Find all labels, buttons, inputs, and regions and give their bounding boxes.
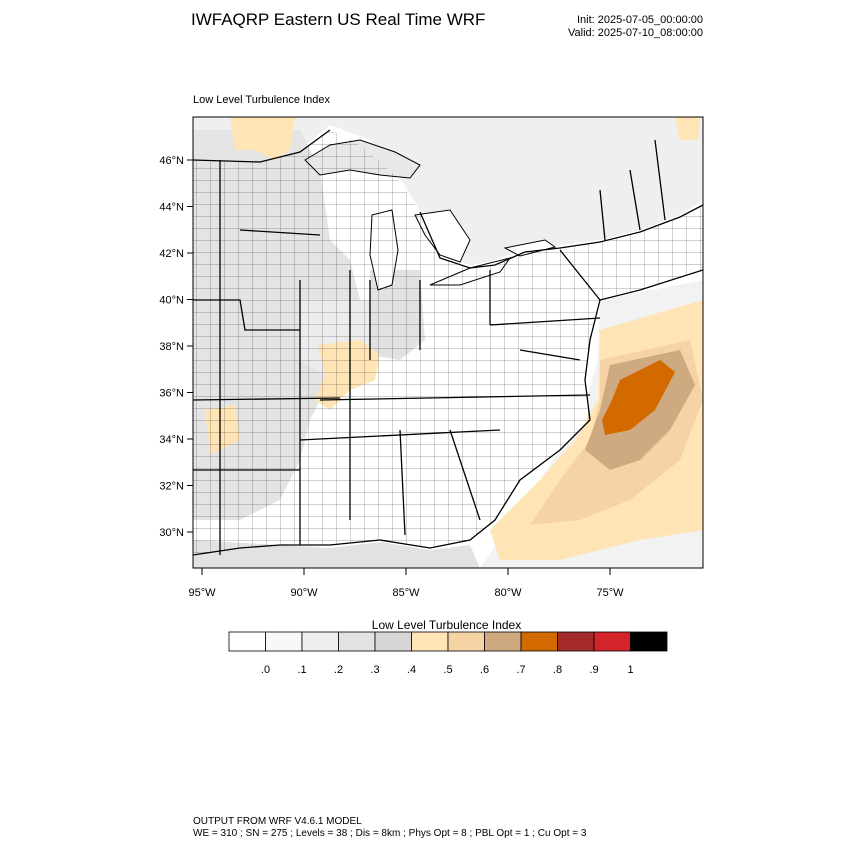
footer-config-line: WE = 310 ; SN = 275 ; Levels = 38 ; Dis … bbox=[193, 828, 586, 839]
lon-label: 80°W bbox=[494, 587, 522, 599]
colorbar-box bbox=[631, 632, 668, 651]
lat-label: 42°N bbox=[159, 248, 184, 260]
longitude-ticks: 95°W 90°W 85°W 80°W 75°W bbox=[188, 568, 624, 599]
colorbar-label: .9 bbox=[589, 664, 598, 676]
colorbar-labels: .0 .1 .2 .3 .4 .5 .6 .7 .8 .9 1 bbox=[261, 664, 634, 676]
lon-label: 90°W bbox=[290, 587, 318, 599]
colorbar-box bbox=[521, 632, 558, 651]
colorbar-box bbox=[339, 632, 376, 651]
lat-label: 34°N bbox=[159, 434, 184, 446]
colorbar-box bbox=[229, 632, 266, 651]
lat-label: 46°N bbox=[159, 155, 184, 167]
colorbar-title: Low Level Turbulence Index bbox=[0, 618, 850, 632]
colorbar-box bbox=[558, 632, 595, 651]
colorbar-box bbox=[412, 632, 449, 651]
colorbar-label: .4 bbox=[407, 664, 416, 676]
lat-label: 44°N bbox=[159, 202, 184, 214]
colorbar-box bbox=[302, 632, 339, 651]
lat-label: 32°N bbox=[159, 481, 184, 493]
lon-label: 95°W bbox=[188, 587, 216, 599]
colorbar-label: 1 bbox=[627, 664, 633, 676]
footer-model-line: OUTPUT FROM WRF V4.6.1 MODEL bbox=[193, 816, 362, 827]
colorbar-box bbox=[375, 632, 412, 651]
colorbar-label: .1 bbox=[297, 664, 306, 676]
colorbar-label: .5 bbox=[443, 664, 452, 676]
colorbar-label: .7 bbox=[516, 664, 525, 676]
lat-label: 30°N bbox=[159, 527, 184, 539]
colorbar-label: .6 bbox=[480, 664, 489, 676]
colorbar-label: .3 bbox=[370, 664, 379, 676]
map-area bbox=[193, 117, 703, 568]
lat-label: 36°N bbox=[159, 388, 184, 400]
colorbar-box bbox=[448, 632, 485, 651]
latitude-ticks: 46°N 44°N 42°N 40°N 38°N 36°N 34°N 32°N 30°N bbox=[159, 155, 193, 539]
colorbar-label: .8 bbox=[553, 664, 562, 676]
lon-label: 75°W bbox=[596, 587, 624, 599]
lon-label: 85°W bbox=[392, 587, 420, 599]
colorbar-box bbox=[594, 632, 631, 651]
colorbar-box bbox=[266, 632, 303, 651]
colorbar-boxes bbox=[229, 632, 667, 651]
colorbar-label: .0 bbox=[261, 664, 270, 676]
lat-label: 40°N bbox=[159, 295, 184, 307]
colorbar-label: .2 bbox=[334, 664, 343, 676]
lat-label: 38°N bbox=[159, 341, 184, 353]
colorbar-box bbox=[485, 632, 522, 651]
